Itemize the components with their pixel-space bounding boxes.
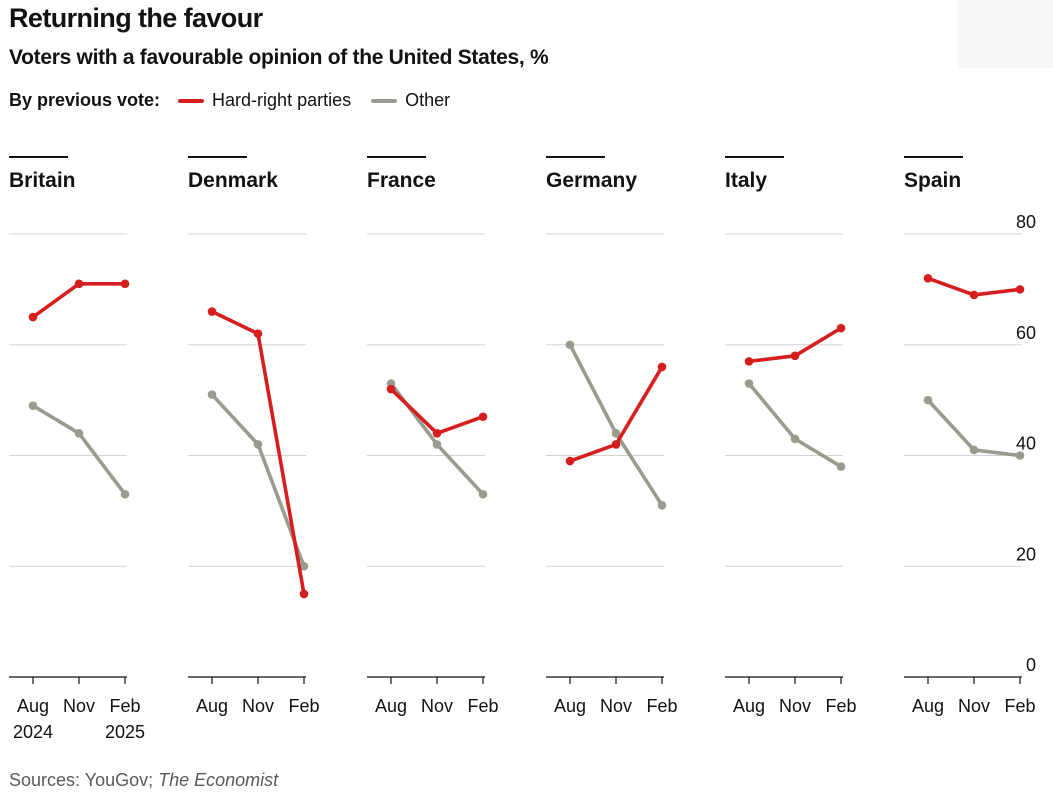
x-tick-label-italy-feb: Feb [825,696,856,716]
y-tick-label-0: 0 [1026,655,1036,675]
point-denmark-hard-right-parties-feb [299,589,309,599]
point-germany-hard-right-parties-nov [611,440,621,449]
source-note: Sources: YouGov; The Economist [9,770,278,791]
point-france-hard-right-parties-nov [432,429,442,438]
series-line-france-hard-right-parties [389,387,485,436]
legend-item-hard-right: Hard-right parties [178,90,351,111]
x-tick-label-denmark-aug: Aug [196,696,228,716]
legend-swatch-hard-right [178,98,205,103]
point-britain-other-feb [120,489,130,499]
panel-title-spain: Spain [904,169,961,192]
y-tick-label-60: 60 [1016,323,1036,343]
x-tick-label-britain-feb: Feb [109,696,140,716]
x-year-label-2024: 2024 [13,722,53,742]
panel-title-britain: Britain [9,169,76,192]
series-line-denmark-other [210,392,306,569]
legend-label-other: Other [405,90,451,110]
chart-subtitle: Voters with a favourable opinion of the … [9,46,549,69]
series-line-denmark-hard-right-parties [210,309,306,596]
panel-title-germany: Germany [546,169,637,192]
panel-title-italy: Italy [725,169,767,192]
point-italy-hard-right-parties-feb [836,323,846,333]
point-france-other-feb [478,489,488,499]
point-britain-hard-right-parties-aug [28,312,38,322]
point-germany-hard-right-parties-aug [565,456,575,466]
point-france-hard-right-parties-feb [478,412,488,422]
corner-decoration [958,0,1053,68]
point-denmark-hard-right-parties-aug [207,307,217,316]
x-tick-label-britain-aug: Aug [17,696,49,716]
point-denmark-other-nov [253,440,263,449]
x-tick-label-italy-nov: Nov [779,696,811,716]
point-germany-hard-right-parties-feb [657,362,667,372]
legend: By previous vote: Hard-right parties Oth… [9,90,470,111]
point-denmark-other-feb [299,561,309,571]
x-tick-label-spain-aug: Aug [912,696,944,716]
point-britain-other-aug [28,401,38,410]
chart-title: Returning the favour [9,3,263,33]
point-italy-hard-right-parties-nov [790,351,800,361]
series-line-germany-other [568,342,664,508]
point-spain-hard-right-parties-nov [969,290,979,300]
point-britain-hard-right-parties-feb [120,279,130,289]
point-britain-other-nov [74,429,84,438]
x-tick-label-france-aug: Aug [375,696,407,716]
point-france-other-nov [432,440,442,449]
x-tick-label-spain-feb: Feb [1004,696,1035,716]
point-italy-other-nov [790,434,800,444]
panel-title-france: France [367,169,436,192]
point-italy-other-feb [836,462,846,471]
source-prefix: Sources: YouGov; [9,770,159,790]
point-spain-other-feb [1015,451,1025,460]
point-spain-other-nov [969,445,979,455]
x-tick-label-germany-feb: Feb [646,696,677,716]
point-denmark-hard-right-parties-nov [253,329,263,338]
series-line-britain-other [31,403,127,497]
x-tick-label-germany-aug: Aug [554,696,586,716]
x-year-label-2025: 2025 [105,722,145,742]
panel-title-denmark: Denmark [188,169,278,192]
point-france-hard-right-parties-aug [386,384,396,394]
legend-swatch-other [371,98,398,103]
point-italy-hard-right-parties-aug [744,357,754,366]
x-tick-label-denmark-nov: Nov [242,696,274,716]
source-italic: The Economist [158,770,279,790]
legend-item-other: Other [371,90,450,111]
series-line-britain-hard-right-parties [31,282,127,319]
point-germany-other-aug [565,340,575,350]
point-germany-other-nov [611,429,621,438]
x-tick-label-france-nov: Nov [421,696,453,716]
series-line-italy-other [747,381,843,469]
legend-label-hard-right: Hard-right parties [212,90,352,110]
point-italy-other-aug [744,379,754,388]
legend-lead: By previous vote: [9,90,161,110]
point-spain-hard-right-parties-feb [1015,285,1025,294]
x-tick-label-denmark-feb: Feb [288,696,319,716]
x-tick-label-germany-nov: Nov [600,696,632,716]
point-spain-hard-right-parties-aug [923,274,933,283]
x-tick-label-france-feb: Feb [467,696,498,716]
x-tick-label-italy-aug: Aug [733,696,765,716]
y-tick-label-80: 80 [1016,212,1036,232]
y-tick-label-20: 20 [1016,544,1036,564]
point-germany-other-feb [657,501,667,510]
x-tick-label-spain-nov: Nov [958,696,990,716]
x-tick-label-britain-nov: Nov [63,696,95,716]
point-denmark-other-aug [207,390,217,399]
point-britain-hard-right-parties-nov [74,279,84,289]
y-tick-label-40: 40 [1016,434,1036,454]
point-spain-other-aug [923,395,933,405]
